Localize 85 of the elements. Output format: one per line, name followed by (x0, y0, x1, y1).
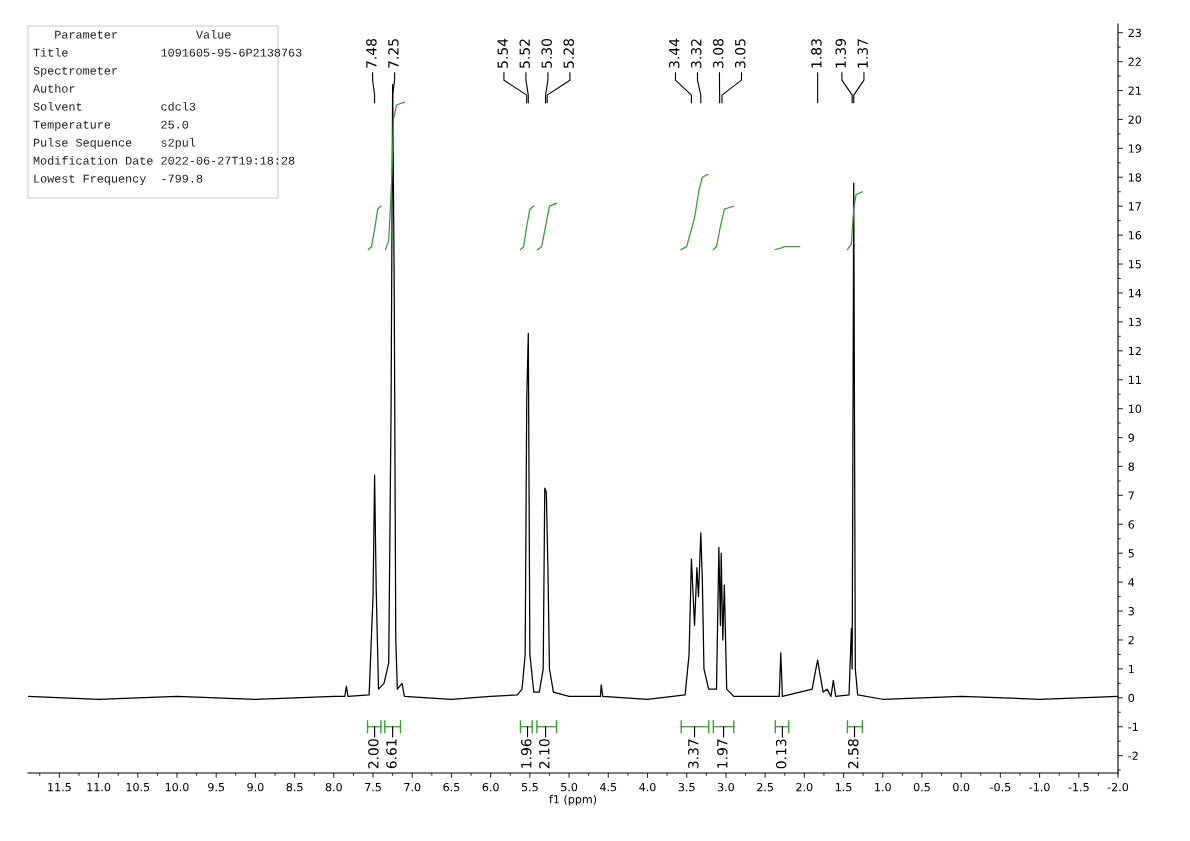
annotation: Title 1091605-95-6P2138763 (33, 48, 302, 57)
x-tick-label: -2.0 (1107, 782, 1129, 792)
y-tick-label: 4 (1128, 578, 1135, 587)
y-tick-label: 23 (1128, 28, 1141, 38)
y-tick-label: 21 (1128, 86, 1141, 95)
annotation: Solvent cdcl3 (33, 102, 196, 111)
y-tick-label: 11 (1128, 375, 1141, 384)
annotation: Pulse Sequence s2pul (33, 138, 196, 149)
x-tick-label: 10.0 (165, 782, 189, 792)
x-tick-label: 10.5 (126, 782, 150, 792)
annotation: 5.52 (519, 39, 530, 68)
annotation: 2.10 (539, 739, 550, 769)
annotation: 1.39 (835, 38, 846, 68)
y-tick-label: 5 (1128, 549, 1134, 558)
y-tick-label: 12 (1128, 346, 1141, 356)
annotation: Lowest Frequency -799.8 (34, 174, 203, 185)
y-tick-label: 16 (1128, 231, 1142, 240)
y-tick-label: 2 (1128, 635, 1134, 645)
x-tick-label: 1.5 (835, 783, 852, 792)
x-tick-label: 5.0 (561, 782, 578, 792)
y-tick-label: -2 (1128, 751, 1138, 760)
y-tick-label: -1 (1128, 722, 1138, 731)
annotation: Modification Date 2022-06-27T19:18:28 (33, 156, 295, 165)
annotation: 3.32 (690, 39, 702, 68)
annotation: 5.30 (541, 38, 552, 68)
y-tick-label: 6 (1128, 520, 1135, 529)
x-tick-label: 3.0 (717, 782, 735, 792)
y-tick-label: 19 (1128, 144, 1142, 153)
annotation: Spectrometer (33, 66, 117, 77)
x-tick-label: 8.5 (286, 782, 303, 792)
y-tick-label: 7 (1128, 491, 1134, 500)
y-tick-label: 10 (1128, 404, 1142, 413)
x-tick-label: 2.0 (796, 782, 813, 792)
annotation: 3.05 (734, 39, 746, 68)
x-tick-label: 4.5 (600, 783, 617, 792)
x-tick-label: 6.5 (443, 782, 460, 792)
x-tick-label: 9.0 (247, 782, 264, 792)
x-tick-label: 3.5 (678, 782, 695, 792)
y-tick-label: 20 (1128, 115, 1142, 124)
y-tick-label: 17 (1128, 202, 1141, 211)
y-tick-label: 9 (1128, 433, 1135, 442)
y-tick-label: 13 (1128, 317, 1141, 327)
y-tick-label: 8 (1128, 462, 1135, 471)
annotation: 3.37 (688, 739, 699, 769)
annotation: 1.96 (521, 739, 532, 768)
y-tick-label: 14 (1128, 289, 1142, 298)
annotation: Author (33, 84, 75, 93)
annotation: Parameter Value (55, 30, 231, 39)
x-tick-label: -1.0 (1029, 782, 1050, 792)
x-tick-label: 4.0 (639, 782, 656, 792)
annotation: 1.97 (717, 739, 728, 768)
annotation: 7.48 (366, 38, 377, 68)
y-tick-label: 15 (1128, 260, 1141, 269)
annotation: 6.61 (386, 739, 397, 769)
annotation: 7.25 (388, 39, 399, 68)
annotation: 3.08 (712, 38, 724, 68)
y-tick-label: 22 (1128, 57, 1141, 66)
x-axis-title: f1 (ppm) (549, 794, 597, 806)
annotation: 5.28 (563, 38, 574, 68)
x-tick-label: 7.0 (404, 782, 421, 792)
x-tick-label: 0.5 (913, 782, 930, 792)
x-tick-label: -1.5 (1068, 783, 1089, 792)
annotation: 0.13 (775, 739, 787, 769)
annotation: Temperature 25.0 (33, 120, 189, 131)
annotation: 3.44 (668, 38, 680, 68)
x-tick-label: 9.5 (208, 782, 225, 792)
annotation: 2.00 (368, 739, 379, 769)
x-tick-label: 2.5 (757, 782, 773, 792)
x-tick-label: 7.5 (365, 783, 381, 792)
y-tick-label: 18 (1128, 173, 1142, 182)
x-tick-label: -0.5 (990, 782, 1011, 792)
x-tick-label: 6.0 (482, 782, 499, 792)
x-tick-label: 11.5 (48, 783, 71, 792)
x-tick-label: 0.0 (953, 782, 970, 792)
y-tick-label: 1 (1128, 665, 1134, 674)
annotation: 1.37 (857, 39, 868, 68)
x-tick-label: 5.5 (521, 783, 538, 792)
x-tick-label: 8.0 (325, 782, 342, 792)
annotation: 5.54 (497, 38, 508, 68)
x-tick-label: 1.0 (875, 782, 891, 792)
x-tick-label: 11.0 (87, 782, 111, 792)
annotation: 1.83 (811, 39, 822, 68)
y-tick-label: 0 (1128, 693, 1135, 703)
y-tick-label: 3 (1128, 607, 1134, 616)
annotation: 2.58 (848, 739, 859, 769)
